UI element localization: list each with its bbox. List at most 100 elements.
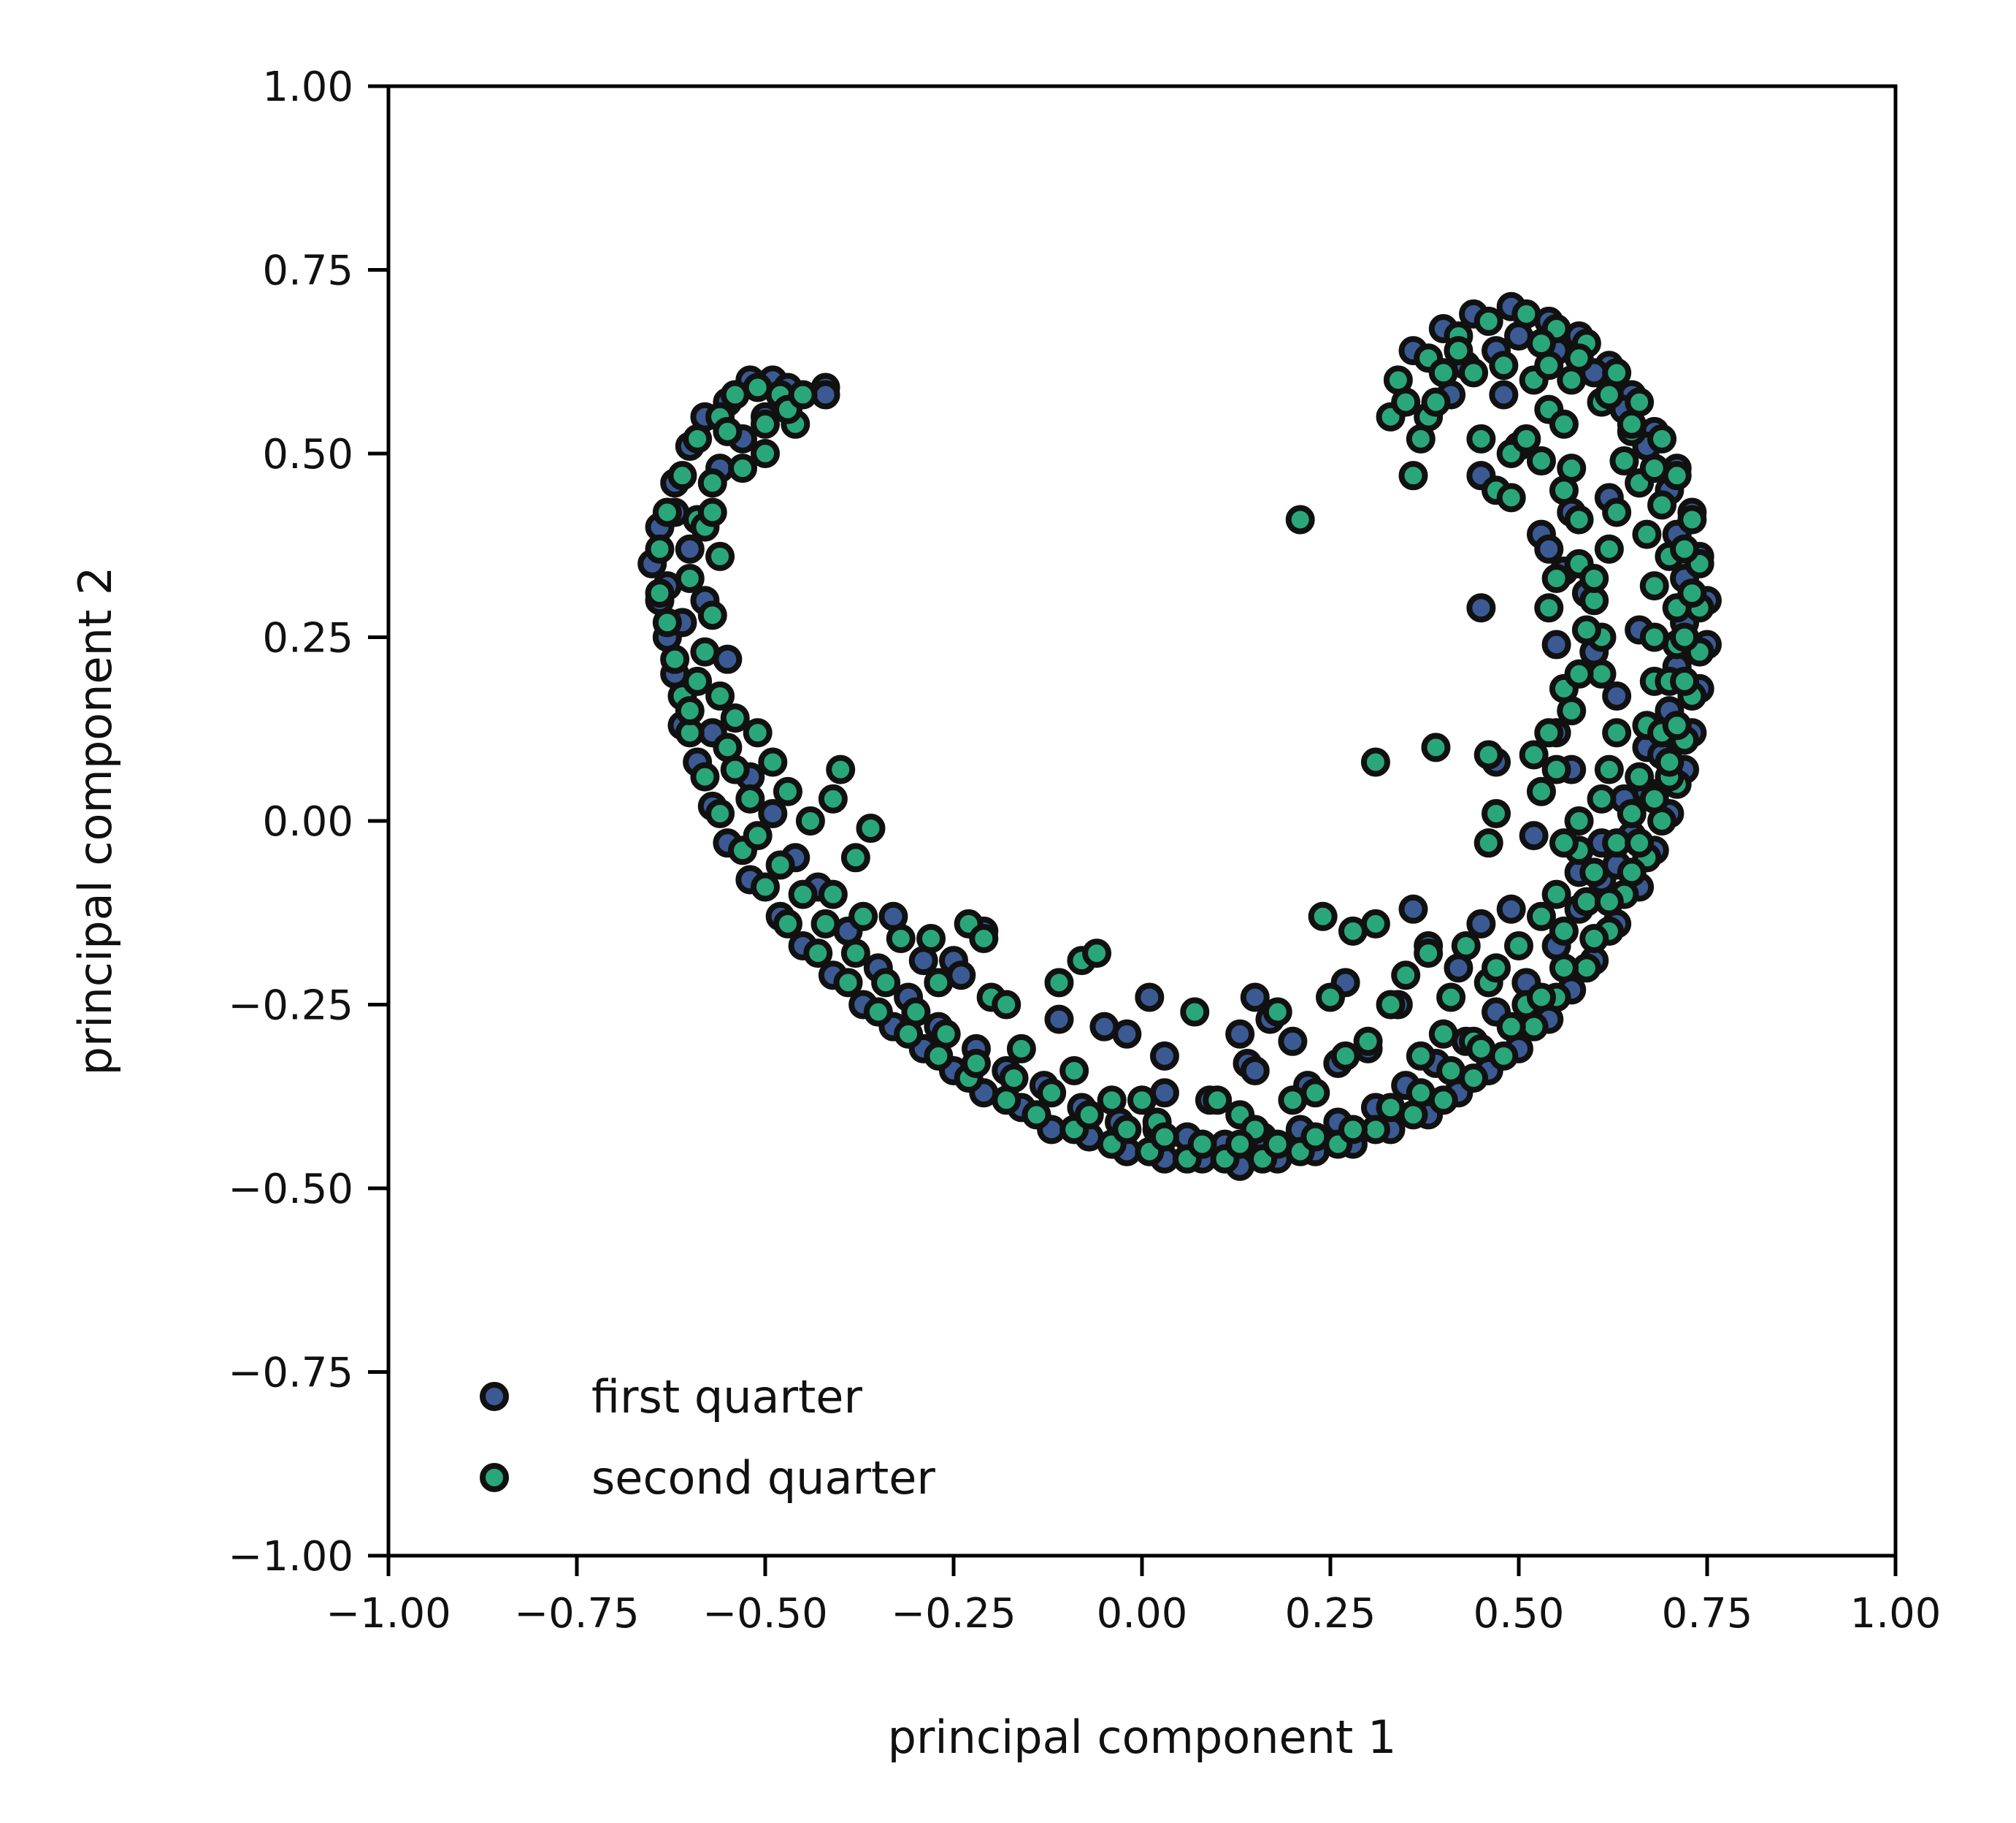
point-second-quarter xyxy=(1526,776,1556,806)
point-first-quarter xyxy=(1044,1004,1074,1034)
point-second-quarter xyxy=(1074,1100,1104,1130)
point-second-quarter xyxy=(1489,351,1519,381)
point-second-quarter xyxy=(1482,798,1511,828)
point-first-quarter xyxy=(1602,681,1632,711)
point-second-quarter xyxy=(705,798,735,828)
point-second-quarter xyxy=(1571,615,1601,645)
point-second-quarter xyxy=(720,703,750,733)
point-second-quarter xyxy=(886,923,916,953)
point-second-quarter xyxy=(1360,909,1390,939)
point-second-quarter xyxy=(713,416,743,446)
point-first-quarter xyxy=(1466,593,1496,623)
point-first-quarter xyxy=(1519,821,1549,851)
point-second-quarter xyxy=(1466,1033,1496,1063)
point-second-quarter xyxy=(660,644,690,674)
point-second-quarter xyxy=(1428,358,1458,388)
plot-area-frame xyxy=(386,84,1898,1558)
point-second-quarter xyxy=(1579,564,1609,594)
y-tick-label: 0.50 xyxy=(262,431,353,478)
point-second-quarter xyxy=(788,879,818,909)
point-second-quarter xyxy=(840,843,870,873)
point-second-quarter xyxy=(924,968,954,998)
point-second-quarter xyxy=(1262,997,1292,1027)
point-first-quarter xyxy=(1149,1041,1179,1071)
point-first-quarter xyxy=(1112,1019,1142,1049)
point-second-quarter xyxy=(1330,1041,1360,1071)
point-second-quarter xyxy=(1526,329,1556,359)
point-second-quarter xyxy=(1541,564,1571,594)
point-second-quarter xyxy=(1617,409,1647,439)
point-second-quarter xyxy=(652,608,682,638)
point-second-quarter xyxy=(1594,534,1624,564)
point-second-quarter xyxy=(1655,747,1685,777)
point-second-quarter xyxy=(1473,828,1503,858)
point-second-quarter xyxy=(1579,923,1609,953)
y-tick-label: −0.50 xyxy=(228,1166,353,1213)
point-second-quarter xyxy=(826,754,856,784)
point-second-quarter xyxy=(1436,1056,1466,1086)
point-second-quarter xyxy=(652,497,682,527)
point-second-quarter xyxy=(1587,784,1617,814)
point-second-quarter xyxy=(1564,505,1594,535)
point-second-quarter xyxy=(803,939,833,968)
point-second-quarter xyxy=(788,380,818,410)
point-second-quarter xyxy=(705,681,735,711)
x-axis-label: principal component 1 xyxy=(888,1711,1397,1764)
point-second-quarter xyxy=(1376,1093,1406,1123)
point-second-quarter xyxy=(856,814,886,844)
x-tick-label: 0.00 xyxy=(1097,1590,1188,1637)
point-second-quarter xyxy=(1180,997,1210,1027)
point-second-quarter xyxy=(1421,733,1451,763)
point-second-quarter xyxy=(1376,990,1406,1020)
point-first-quarter xyxy=(1466,909,1496,939)
point-second-quarter xyxy=(1391,387,1421,417)
y-tick-label: 1.00 xyxy=(262,64,353,111)
point-second-quarter xyxy=(833,968,863,998)
point-second-quarter xyxy=(871,968,901,998)
point-second-quarter xyxy=(1338,1115,1368,1144)
point-first-quarter xyxy=(1278,1026,1308,1056)
point-second-quarter xyxy=(1647,424,1677,454)
point-second-quarter xyxy=(1677,578,1707,608)
x-tick-label: −0.25 xyxy=(891,1590,1016,1637)
point-second-quarter xyxy=(690,762,720,792)
point-second-quarter xyxy=(1421,387,1451,417)
point-second-quarter xyxy=(1473,740,1503,770)
point-second-quarter xyxy=(1526,446,1556,476)
y-tick-label: −1.00 xyxy=(228,1533,353,1581)
point-second-quarter xyxy=(901,997,931,1027)
point-second-quarter xyxy=(1632,519,1662,549)
point-second-quarter xyxy=(1466,424,1496,454)
point-second-quarter xyxy=(1428,1019,1458,1049)
point-first-quarter xyxy=(1398,894,1428,924)
point-second-quarter xyxy=(1594,887,1624,917)
point-second-quarter xyxy=(1617,798,1647,828)
point-second-quarter xyxy=(1564,343,1594,373)
x-tick-label: 0.50 xyxy=(1473,1590,1565,1637)
point-second-quarter xyxy=(1662,711,1692,741)
x-axis-ticks: −1.00 −0.75 −0.50 −0.25 0.00 0.25 0.50 0.75 1.00 xyxy=(326,1556,1941,1637)
point-second-quarter xyxy=(1541,879,1571,909)
point-second-quarter xyxy=(1639,571,1669,601)
point-second-quarter xyxy=(758,747,788,777)
point-second-quarter xyxy=(751,409,780,439)
point-second-quarter xyxy=(1511,299,1541,329)
point-second-quarter xyxy=(1459,358,1489,388)
point-second-quarter xyxy=(818,879,848,909)
point-second-quarter xyxy=(863,997,893,1027)
y-tick-label: −0.75 xyxy=(228,1350,353,1397)
point-second-quarter xyxy=(1436,982,1466,1012)
point-first-quarter xyxy=(758,798,788,828)
point-second-quarter xyxy=(751,872,780,902)
point-second-quarter xyxy=(1549,828,1579,858)
point-second-quarter xyxy=(1059,1056,1089,1086)
point-second-quarter xyxy=(1127,1085,1157,1115)
point-second-quarter xyxy=(1082,939,1112,968)
point-second-quarter xyxy=(1406,1078,1436,1108)
point-second-quarter xyxy=(1519,740,1549,770)
point-second-quarter xyxy=(683,666,713,696)
point-second-quarter xyxy=(1526,901,1556,931)
point-second-quarter xyxy=(810,909,840,939)
point-second-quarter xyxy=(645,578,675,608)
point-second-quarter xyxy=(1549,953,1579,983)
